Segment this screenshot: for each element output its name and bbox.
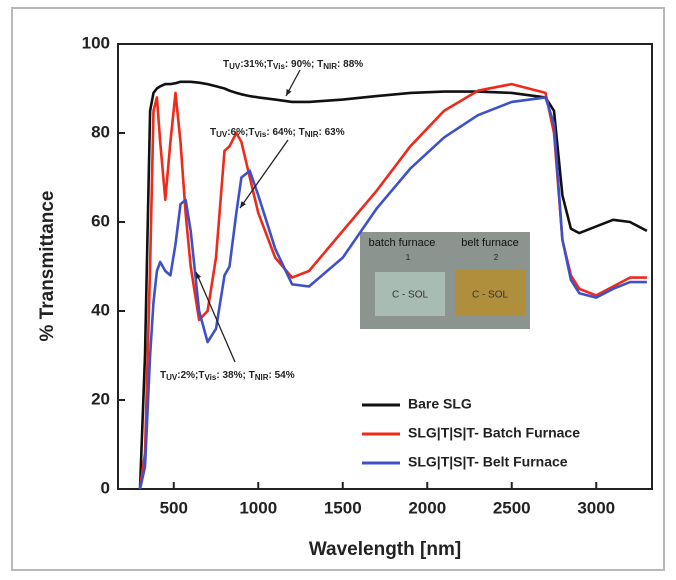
x-tick-label: 3000 — [577, 498, 615, 517]
annotation-arrow — [195, 271, 236, 363]
sample-2 — [455, 270, 525, 316]
inset-number: 1 — [406, 253, 411, 262]
inset-label: belt furnace — [461, 237, 518, 249]
annotation-sub: Vis — [204, 373, 216, 382]
y-tick-label: 100 — [82, 33, 110, 52]
annotation-sub: UV — [229, 62, 241, 71]
annotation-text: : 63% — [318, 127, 344, 138]
legend-label: SLG|T|S|T- Belt Furnace — [408, 454, 568, 470]
y-axis-label: % Transmittance — [37, 191, 58, 342]
arrow-head — [196, 272, 202, 279]
y-tick-label: 40 — [91, 300, 110, 319]
series-line — [138, 96, 647, 490]
frame — [11, 7, 665, 571]
annotation-sub: UV — [166, 373, 178, 382]
inset-sample: C - SOL — [472, 290, 509, 301]
annotation-text: :2%;T — [177, 370, 204, 381]
y-tick-label: 20 — [91, 389, 110, 408]
series-line — [138, 80, 648, 490]
annotation: TUV:2%;TVis: 38%; TNIR: 54% — [160, 370, 295, 382]
x-tick-label: 1500 — [324, 498, 362, 517]
x-axis-label: Wavelength [nm] — [309, 539, 461, 560]
annotation-arrow — [239, 139, 289, 209]
x-tick-label: 2500 — [493, 498, 531, 517]
annotation-sub: NIR — [305, 130, 319, 139]
y-tick-label: 60 — [91, 211, 110, 230]
annotation-text: : 38%; T — [216, 370, 254, 381]
x-tick-label: 500 — [160, 498, 188, 517]
x-tick-label: 1000 — [239, 498, 277, 517]
inset-label: batch furnace — [369, 237, 436, 249]
annotation-text: : 64%; T — [266, 127, 304, 138]
annotation-text: :6%;T — [227, 127, 254, 138]
annotation-text: : 90%; T — [285, 59, 323, 70]
annotation-sub: UV — [216, 130, 228, 139]
annotation-text: T — [210, 127, 216, 138]
legend-label: Bare SLG — [408, 396, 472, 412]
inset-sample: C - SOL — [392, 290, 429, 301]
annotation: TUV:31%;TVis: 90%; TNIR: 88% — [223, 59, 363, 71]
x-tick-label: 2000 — [408, 498, 446, 517]
annotation-sub: Vis — [273, 62, 285, 71]
annotation-text: : 88% — [337, 59, 363, 70]
legend-label: SLG|T|S|T- Batch Furnace — [408, 425, 580, 441]
inset-photo — [360, 232, 530, 329]
y-tick-label: 80 — [91, 122, 110, 141]
annotation-text: : 54% — [268, 370, 294, 381]
arrow-head — [240, 201, 246, 208]
annotation-text: T — [160, 370, 166, 381]
annotation: TUV:6%;TVis: 64%; TNIR: 63% — [210, 127, 345, 139]
annotation-sub: Vis — [254, 130, 266, 139]
inset-number: 2 — [494, 253, 499, 262]
annotation-sub: NIR — [323, 62, 337, 71]
annotation-text: :31%;T — [240, 59, 273, 70]
arrow-head — [286, 89, 292, 96]
annotation-sub: NIR — [255, 373, 269, 382]
annotation-text: T — [223, 59, 229, 70]
plot-area — [117, 43, 653, 490]
sample-1 — [375, 272, 445, 316]
y-tick-label: 0 — [101, 478, 110, 497]
